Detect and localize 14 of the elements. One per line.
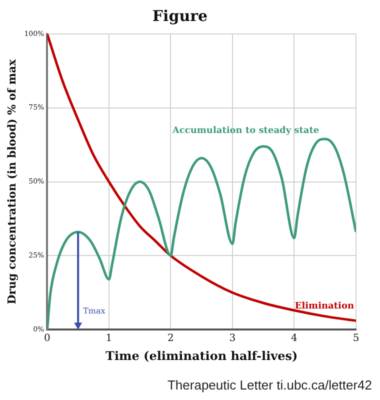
- line-series: [47, 138, 356, 330]
- chart-title: Figure: [152, 6, 208, 25]
- series-label: Elimination: [294, 302, 354, 312]
- x-axis-title: Time (elimination half-lives): [106, 348, 298, 363]
- x-tick-label: 2: [168, 333, 174, 344]
- x-tick-label: 3: [229, 333, 236, 344]
- x-tick-label: 0: [44, 333, 50, 344]
- y-axis-title: Drug concentration (in blood) % of max: [5, 58, 18, 304]
- x-tick-label: 1: [106, 333, 112, 344]
- x-tick-label: 4: [291, 333, 298, 344]
- series-label: Accumulation to steady state: [171, 126, 320, 136]
- text: Therapeutic Letter ti.ubc.ca/letter42: [167, 378, 372, 393]
- x-tick-label: 5: [352, 333, 360, 344]
- annotation: Tmax: [83, 306, 106, 316]
